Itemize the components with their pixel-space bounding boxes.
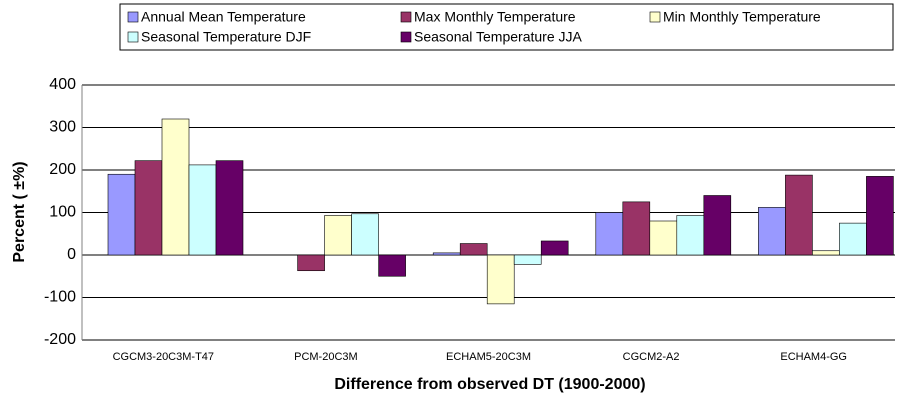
legend-swatch: [400, 11, 412, 23]
bar: [351, 213, 379, 256]
legend-box: [119, 3, 894, 51]
bar: [758, 207, 786, 256]
bar: [703, 195, 732, 256]
x-tick-label: CGCM2-A2: [623, 351, 680, 363]
bar: [866, 176, 894, 256]
bar: [785, 174, 813, 256]
legend-label: Max Monthly Temperature: [414, 9, 576, 25]
bar: [676, 215, 705, 256]
y-tick-label: 400: [49, 76, 76, 93]
x-tick-label: CGCM3-20C3M-T47: [113, 351, 214, 363]
bar: [107, 173, 136, 256]
y-tick-label: -200: [44, 331, 76, 348]
bar: [622, 201, 651, 256]
legend-swatch: [649, 11, 661, 23]
y-axis-title: Percent ( ±%): [11, 161, 28, 262]
legend-label: Seasonal Temperature DJF: [141, 29, 311, 45]
bar: [161, 118, 190, 256]
bar: [459, 243, 488, 256]
bar: [649, 220, 678, 256]
y-tick-label: 100: [49, 204, 76, 221]
x-tick-label: PCM-20C3M: [294, 351, 358, 363]
bar: [215, 160, 244, 256]
bar: [839, 222, 867, 256]
bar: [540, 240, 569, 256]
bar: [297, 254, 325, 272]
bar: [378, 254, 406, 277]
bar: [513, 254, 542, 265]
bar: [324, 215, 352, 256]
bar: [134, 160, 163, 256]
x-tick-label: ECHAM4-GG: [780, 351, 847, 363]
y-tick-label: -100: [44, 289, 76, 306]
legend-swatch: [127, 11, 139, 23]
x-tick-label: ECHAM5-20C3M: [446, 351, 531, 363]
bar: [595, 212, 624, 256]
y-tick-label: 0: [67, 246, 76, 263]
x-axis-title: Difference from observed DT (1900-2000): [334, 376, 645, 393]
bar: [432, 252, 461, 256]
legend-label: Min Monthly Temperature: [663, 9, 821, 25]
bar: [812, 250, 840, 256]
legend-label: Seasonal Temperature JJA: [414, 29, 582, 45]
y-tick-label: 300: [49, 119, 76, 136]
bar: [188, 164, 217, 256]
y-tick-label: 200: [49, 161, 76, 178]
bar: [486, 254, 515, 305]
legend-swatch: [127, 31, 139, 43]
legend-label: Annual Mean Temperature: [141, 9, 306, 25]
legend-swatch: [400, 31, 412, 43]
